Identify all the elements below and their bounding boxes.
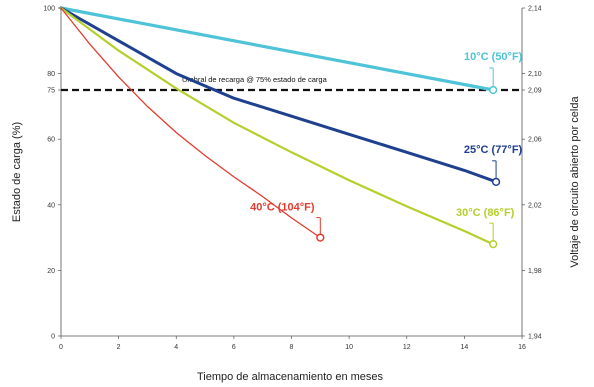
secondary-y-tick-label: 2,14 xyxy=(528,6,542,13)
secondary-y-tick-label: 2,02 xyxy=(528,202,542,209)
series-end-marker-40c xyxy=(316,233,325,242)
series-label-30c: 30°C (86°F) xyxy=(456,207,515,219)
x-tick-label: 2 xyxy=(117,344,121,351)
y-tick-label: 60 xyxy=(47,137,55,144)
series-label-25c: 25°C (77°F) xyxy=(464,144,523,156)
x-tick-label: 12 xyxy=(403,344,411,351)
x-tick-label: 8 xyxy=(290,344,294,351)
y-tick-label: 80 xyxy=(47,71,55,78)
secondary-y-tick-label: 1,94 xyxy=(528,334,542,341)
label-layer: 10°C (50°F) 25°C (77°F) 30°C (86°F) 40°C (1… xyxy=(250,51,523,249)
series-end-marker-25c xyxy=(491,177,501,186)
threshold-layer: Umbral de recarga @ 75% estado de carga xyxy=(61,75,522,92)
y-axis-title: Estado de carga (%) xyxy=(11,122,23,222)
y-tick-label: 100 xyxy=(43,6,55,13)
series-end-marker-10c xyxy=(489,85,498,95)
series-label-10c: 10°C (50°F) xyxy=(464,51,523,63)
secondary-y-tick-label: 2,06 xyxy=(528,137,542,144)
recharge-threshold-label: Umbral de recarga @ 75% estado de carga xyxy=(182,75,328,84)
series-end-marker-30c xyxy=(489,240,498,249)
series-label-40c: 40°C (104°F) xyxy=(250,202,315,214)
x-tick-label: 0 xyxy=(59,344,63,351)
y-tick-label: 75 xyxy=(47,88,55,95)
x-tick-label: 14 xyxy=(460,344,468,351)
axes: 0 2 4 6 8 10 12 14 16 0 20 40 60 75 80 100 1,94 1,98 2,02 2… xyxy=(43,6,541,352)
y-tick-label: 40 xyxy=(47,202,55,209)
y-tick-label: 20 xyxy=(47,268,55,275)
series-line-25c xyxy=(59,6,498,184)
x-tick-label: 10 xyxy=(345,344,353,351)
series-line-40c xyxy=(60,7,321,239)
secondary-y-tick-label: 2,10 xyxy=(528,71,542,78)
y-tick-label: 0 xyxy=(51,334,55,341)
x-axis-title: Tiempo de almacenamiento en meses xyxy=(197,371,384,383)
x-tick-label: 6 xyxy=(232,344,236,351)
secondary-y-tick-label: 2,09 xyxy=(528,88,542,95)
secondary-y-axis-title: Voltaje de circuito abierto por celda xyxy=(569,96,581,268)
series-line-10c xyxy=(59,6,495,92)
secondary-y-tick-label: 1,98 xyxy=(528,268,542,275)
series-line-30c xyxy=(59,6,495,246)
series-layer xyxy=(59,6,498,246)
x-tick-label: 4 xyxy=(174,344,178,351)
x-tick-label: 16 xyxy=(518,344,526,351)
